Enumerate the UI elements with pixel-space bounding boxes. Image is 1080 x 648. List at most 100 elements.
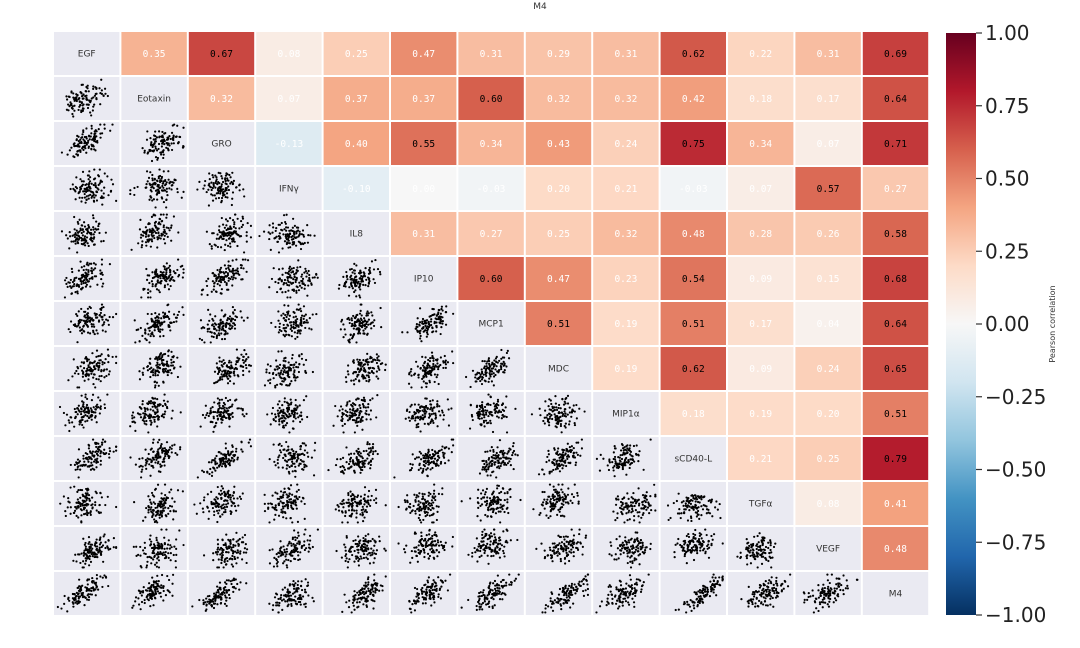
scatter-point (300, 452, 303, 456)
scatter-point (163, 143, 166, 146)
scatter-point (69, 285, 72, 288)
correlation-value: 0.20 (547, 184, 570, 195)
scatter-point (68, 429, 71, 433)
scatter-point (361, 428, 364, 431)
scatter-point (563, 424, 566, 428)
scatter-point (161, 142, 164, 145)
scatter-point (415, 426, 418, 429)
scatter-point (212, 232, 215, 235)
scatter-point (452, 361, 455, 365)
correlation-value: 0.47 (412, 49, 435, 60)
scatter-point (246, 259, 250, 262)
correlation-value: 0.28 (749, 229, 772, 240)
scatter-point (106, 348, 110, 351)
scatter-point (156, 279, 159, 282)
scatter-point (78, 386, 81, 389)
scatter-point (150, 229, 153, 233)
scatter-point (62, 411, 66, 415)
scatter-point (281, 273, 284, 276)
scatter-point (429, 366, 432, 369)
scatter-point (227, 264, 230, 267)
correlation-value: 0.68 (884, 274, 907, 285)
scatter-point (437, 368, 440, 371)
scatter-point (86, 415, 89, 418)
scatter-point (288, 472, 291, 475)
scatter-point (359, 288, 362, 291)
scatter-point (92, 145, 95, 148)
scatter-point (78, 105, 81, 108)
scatter-point (289, 398, 292, 401)
scatter-point (279, 371, 282, 374)
scatter-point (216, 282, 219, 286)
scatter-point (245, 234, 248, 237)
scatter-point (280, 228, 283, 231)
scatter-point (363, 367, 366, 370)
scatter-point (93, 325, 96, 328)
scatter-point (80, 180, 84, 183)
scatter-point (164, 455, 167, 458)
correlation-cell-bg (862, 212, 929, 255)
scatter-point (353, 262, 356, 266)
scatter-point (291, 470, 294, 473)
scatter-point (156, 408, 159, 411)
scatter-point (167, 310, 171, 313)
scatter-point (163, 234, 166, 237)
scatter-point (481, 376, 484, 379)
scatter-point (90, 325, 94, 328)
scatter-point (291, 427, 294, 430)
scatter-point (431, 331, 434, 334)
scatter-point (362, 399, 365, 402)
scatter-point (376, 452, 379, 456)
scatter-point (111, 316, 115, 319)
scatter-point (207, 461, 211, 464)
scatter-point (220, 465, 224, 468)
scatter-point (489, 419, 492, 422)
scatter-point (212, 466, 215, 469)
scatter-point (91, 214, 95, 217)
scatter-point (300, 275, 303, 278)
scatter-point (242, 373, 245, 377)
scatter-point (353, 412, 357, 415)
scatter-point (357, 447, 360, 450)
scatter-point (231, 278, 234, 281)
scatter-point (357, 367, 360, 370)
scatter-point (87, 358, 90, 361)
scatter-point (230, 361, 233, 364)
scatter-point (228, 379, 232, 383)
scatter-point (422, 463, 425, 467)
scatter-point (166, 147, 170, 150)
scatter-point (298, 230, 301, 233)
scatter-point (295, 408, 298, 411)
scatter-point (137, 328, 140, 331)
scatter-point (496, 398, 500, 401)
scatter-point (151, 149, 154, 153)
scatter-point (444, 323, 448, 326)
scatter-point (393, 476, 396, 479)
scatter-point (156, 398, 159, 401)
scatter-point (351, 412, 354, 415)
scatter-point (99, 91, 102, 95)
scatter-point (274, 386, 277, 389)
scatter-point (234, 227, 237, 230)
scatter-point (87, 103, 90, 106)
scatter-point (224, 462, 227, 466)
scatter-point (341, 413, 344, 416)
scatter-point (288, 242, 291, 245)
scatter-point (108, 370, 111, 373)
scatter-point (107, 360, 110, 364)
scatter-point (92, 406, 95, 409)
scatter-point (220, 332, 223, 335)
scatter-point (211, 272, 215, 275)
scatter-point (151, 456, 155, 459)
correlation-cell-bg (391, 32, 457, 75)
scatter-point (290, 236, 293, 239)
scatter-point (162, 156, 165, 160)
scatter-point (564, 422, 567, 425)
scatter-cell-bg (458, 392, 524, 435)
scatter-point (334, 463, 338, 467)
scatter-point (239, 235, 243, 238)
scatter-point (145, 244, 148, 247)
scatter-point (489, 395, 492, 398)
scatter-point (176, 453, 179, 456)
scatter-point (447, 424, 451, 427)
